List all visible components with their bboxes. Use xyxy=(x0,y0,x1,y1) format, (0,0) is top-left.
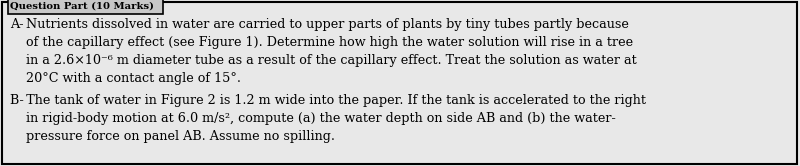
Text: pressure force on panel AB. Assume no spilling.: pressure force on panel AB. Assume no sp… xyxy=(10,130,335,143)
Text: in rigid-body motion at 6.0 m/s², compute (a) the water depth on side AB and (b): in rigid-body motion at 6.0 m/s², comput… xyxy=(10,112,616,125)
Text: A- Nutrients dissolved in water are carried to upper parts of plants by tiny tub: A- Nutrients dissolved in water are carr… xyxy=(10,18,629,31)
Text: in a 2.6×10⁻⁶ m diameter tube as a result of the capillary effect. Treat the sol: in a 2.6×10⁻⁶ m diameter tube as a resul… xyxy=(10,54,637,67)
Text: 20°C with a contact angle of 15°.: 20°C with a contact angle of 15°. xyxy=(10,72,241,85)
Bar xyxy=(8,0,163,14)
Text: B- The tank of water in Figure 2 is 1.2 m wide into the paper. If the tank is ac: B- The tank of water in Figure 2 is 1.2 … xyxy=(10,94,646,107)
Text: Question Part (10 Marks): Question Part (10 Marks) xyxy=(10,1,154,10)
Text: of the capillary effect (see Figure 1). Determine how high the water solution wi: of the capillary effect (see Figure 1). … xyxy=(10,36,633,49)
